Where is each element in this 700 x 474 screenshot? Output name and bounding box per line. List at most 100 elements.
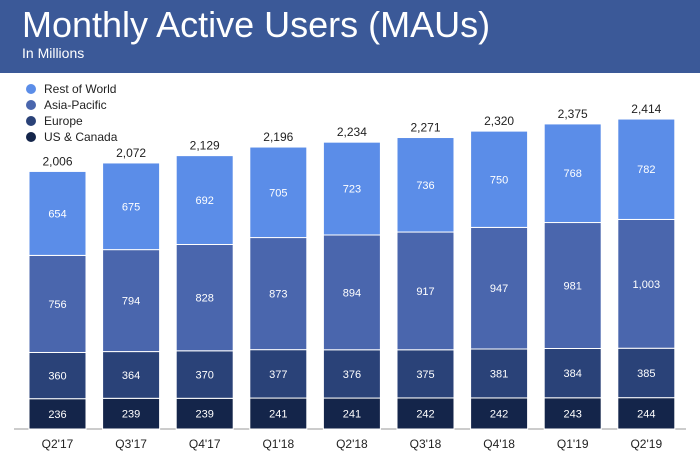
data-label-us-canada: 236: [48, 409, 66, 421]
data-label-asia-pacific: 794: [122, 296, 140, 308]
bar-segment-us-canada: [396, 397, 455, 430]
bar-segment-europe: [322, 349, 381, 399]
bar-segment-us-canada: [102, 397, 161, 430]
bar-segment-us-canada: [322, 397, 381, 430]
data-label-europe: 377: [269, 369, 287, 381]
bar-segment-europe: [470, 348, 529, 399]
data-label-us-canada: 239: [196, 409, 214, 421]
data-label-europe: 384: [564, 368, 582, 380]
data-label-europe: 375: [416, 369, 434, 381]
bar-segment-us-canada: [249, 397, 308, 430]
bar-total-label: 2,072: [116, 146, 146, 160]
data-label-europe: 381: [490, 368, 508, 380]
bar-segment-asia-pacific: [322, 234, 381, 351]
x-tick-label: Q3'18: [410, 437, 442, 451]
bar-segment-asia-pacific: [470, 226, 529, 350]
bar-segment-europe: [28, 351, 87, 400]
header-banner: Monthly Active Users (MAUs) In Millions: [0, 0, 700, 73]
bar-segment-rest-of-world: [322, 141, 381, 236]
bar-total-label: 2,414: [631, 102, 661, 116]
legend-marker-rest-of-world: [26, 84, 36, 94]
x-tick-label: Q2'19: [630, 437, 662, 451]
legend-marker-us-canada: [26, 132, 36, 142]
bar-segment-asia-pacific: [175, 243, 234, 352]
data-label-asia-pacific: 828: [196, 293, 214, 305]
legend-label-asia-pacific: Asia-Pacific: [44, 98, 107, 112]
bar-segment-rest-of-world: [396, 137, 455, 233]
bar-segment-us-canada: [470, 397, 529, 430]
data-label-rest-of-world: 654: [48, 208, 66, 220]
bar-segment-europe: [617, 347, 676, 399]
data-label-asia-pacific: 917: [416, 286, 434, 298]
bar-segment-rest-of-world: [470, 130, 529, 228]
x-tick-label: Q1'18: [262, 437, 294, 451]
page-subtitle: In Millions: [22, 45, 85, 61]
legend-label-europe: Europe: [44, 114, 83, 128]
bar-segment-rest-of-world: [617, 118, 676, 220]
page-title: Monthly Active Users (MAUs): [22, 4, 491, 45]
x-tick-label: Q4'18: [483, 437, 515, 451]
legend-label-rest-of-world: Rest of World: [44, 82, 116, 96]
data-label-us-canada: 241: [269, 409, 287, 421]
data-label-us-canada: 242: [416, 408, 434, 420]
bar-segment-us-canada: [617, 397, 676, 430]
data-label-us-canada: 244: [637, 408, 655, 420]
bar-segment-rest-of-world: [102, 162, 161, 251]
x-tick-label: Q1'19: [557, 437, 589, 451]
data-label-rest-of-world: 675: [122, 201, 140, 213]
bar-segment-rest-of-world: [249, 146, 308, 239]
data-label-asia-pacific: 756: [48, 299, 66, 311]
bar-segment-asia-pacific: [102, 249, 161, 353]
bar-segment-asia-pacific: [28, 254, 87, 353]
data-label-europe: 370: [196, 370, 214, 382]
x-tick-label: Q4'17: [189, 437, 221, 451]
bar-segment-europe: [175, 350, 234, 399]
data-label-us-canada: 241: [343, 409, 361, 421]
data-label-europe: 385: [637, 368, 655, 380]
bar-total-label: 2,234: [337, 125, 367, 139]
bar-segment-rest-of-world: [543, 123, 602, 224]
bar-total-label: 2,271: [410, 121, 440, 135]
bar-segment-rest-of-world: [175, 155, 234, 245]
bar-total-label: 2,320: [484, 114, 514, 128]
data-label-rest-of-world: 705: [269, 187, 287, 199]
data-label-rest-of-world: 723: [343, 184, 361, 196]
legend-label-us-canada: US & Canada: [44, 130, 118, 144]
bar-segment-europe: [102, 351, 161, 399]
data-label-asia-pacific: 947: [490, 283, 508, 295]
data-label-asia-pacific: 873: [269, 289, 287, 301]
bar-segment-us-canada: [175, 397, 234, 430]
bar-segment-europe: [249, 349, 308, 399]
data-label-europe: 360: [48, 371, 66, 383]
bar-total-label: 2,006: [42, 154, 72, 168]
bar-segment-asia-pacific: [617, 218, 676, 349]
bar-segment-asia-pacific: [396, 231, 455, 351]
bar-total-label: 2,375: [558, 107, 588, 121]
data-label-europe: 364: [122, 370, 140, 382]
data-label-rest-of-world: 768: [564, 168, 582, 180]
data-label-rest-of-world: 692: [196, 195, 214, 207]
bar-segment-europe: [396, 349, 455, 399]
bar-total-label: 2,129: [190, 139, 220, 153]
legend-marker-asia-pacific: [26, 100, 36, 110]
data-label-us-canada: 242: [490, 408, 508, 420]
x-tick-label: Q3'17: [115, 437, 147, 451]
legend-marker-europe: [26, 116, 36, 126]
data-label-rest-of-world: 782: [637, 164, 655, 176]
data-label-us-canada: 239: [122, 409, 140, 421]
bar-total-label: 2,196: [263, 130, 293, 144]
bar-segment-asia-pacific: [249, 237, 308, 351]
data-label-us-canada: 243: [564, 408, 582, 420]
data-label-asia-pacific: 894: [343, 287, 361, 299]
bar-segment-rest-of-world: [28, 170, 87, 256]
x-tick-label: Q2'17: [42, 437, 74, 451]
data-label-rest-of-world: 736: [416, 180, 434, 192]
bar-segment-europe: [543, 347, 602, 399]
bar-segment-asia-pacific: [543, 222, 602, 349]
data-label-rest-of-world: 750: [490, 174, 508, 186]
data-label-asia-pacific: 1,003: [633, 279, 661, 291]
data-label-asia-pacific: 981: [564, 281, 582, 293]
x-tick-label: Q2'18: [336, 437, 368, 451]
data-label-europe: 376: [343, 369, 361, 381]
